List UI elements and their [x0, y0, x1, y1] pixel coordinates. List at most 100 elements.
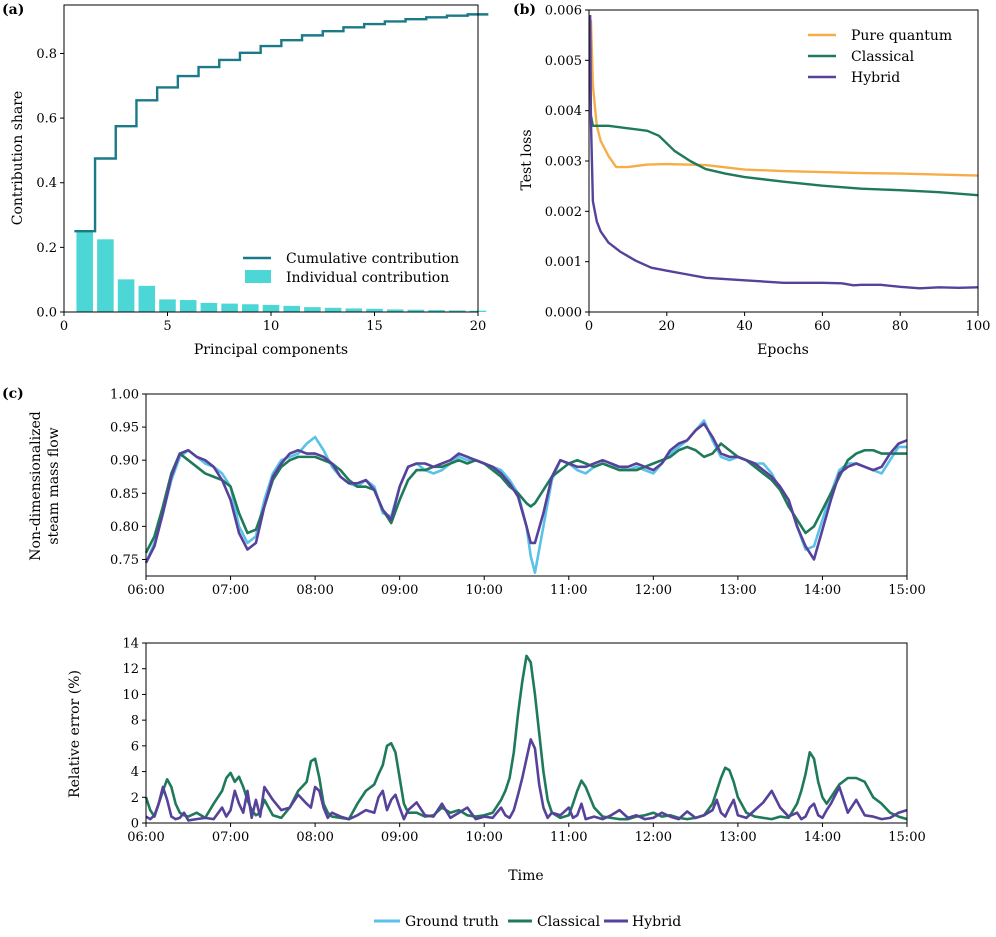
panel-c-error-y-label: Relative error (%) — [67, 670, 83, 798]
legend-ground-truth-label: Ground truth — [405, 914, 499, 930]
panel-c-error-x-tick-label: 08:00 — [296, 830, 333, 845]
panel-label-c: (c) — [2, 386, 24, 402]
panel-a-x-ticks: 0 5 10 15 20 — [60, 312, 486, 334]
individual-contribution-bar — [76, 231, 93, 312]
individual-contribution-bar — [324, 307, 342, 312]
panel-b-y-tick-label: 0.003 — [545, 155, 582, 170]
panel-a-y-tick-label: 0.8 — [36, 47, 57, 62]
panel-c-flow-y-tick-label: 0.75 — [110, 553, 139, 568]
legend-pure-quantum-label: Pure quantum — [851, 28, 952, 44]
panel-c-error-chart: 06:00 07:00 08:00 09:00 10:00 11:00 12:00 13:00… — [67, 637, 926, 885]
panel-b-x-tick-label: 80 — [892, 319, 909, 334]
panel-c-error-y-tick-label: 2 — [131, 791, 139, 806]
panel-b-x-tick-label: 20 — [659, 319, 676, 334]
panel-c-error-y-tick-label: 10 — [122, 688, 139, 703]
panel-c-flow-chart: 06:00 07:00 08:00 09:00 10:00 11:00 12:00 13:00… — [28, 388, 926, 599]
panel-b-y-tick-label: 0.001 — [545, 255, 582, 270]
panel-c-error-x-tick-label: 12:00 — [635, 830, 672, 845]
individual-contribution-bar — [386, 309, 404, 312]
panel-a-y-label: Contribution share — [10, 91, 26, 225]
panel-c-error-y-tick-label: 6 — [131, 739, 139, 754]
panel-c-error-y-tick-label: 8 — [131, 714, 139, 729]
panel-a-y-tick-label: 0.2 — [36, 241, 57, 256]
panel-a-chart: 0 5 10 15 20 0.0 0.2 0.4 0.6 0.8 Principal compo… — [10, 4, 489, 358]
panel-c-flow-lines — [144, 419, 908, 574]
panel-c-error-y-tick-label: 14 — [122, 637, 139, 652]
panel-c-flow-y-label-line2: steam mass flow — [46, 427, 62, 544]
panel-label-b: (b) — [513, 2, 536, 18]
panel-c-flow-x-tick-label: 10:00 — [465, 583, 502, 598]
panel-b-y-tick-label: 0.006 — [545, 4, 582, 19]
legend-classical-label: Classical — [851, 49, 915, 65]
panel-c-error-y-tick-label: 12 — [122, 662, 139, 677]
individual-contribution-bar — [407, 309, 425, 312]
panel-c-error-lines — [144, 654, 908, 822]
panel-b-chart: 0 20 40 60 80 100 0.0000.0010.0020.0030.0040.… — [519, 4, 990, 359]
individual-contribution-bar — [283, 305, 300, 312]
panel-c-error-x-tick-label: 13:00 — [719, 830, 756, 845]
panel-b-x-tick-label: 60 — [814, 319, 831, 334]
panel-a-x-label: Principal components — [194, 342, 348, 358]
individual-contribution-bar — [449, 310, 466, 312]
legend-hybrid-label: Hybrid — [851, 70, 900, 86]
panel-b-y-tick-label: 0.002 — [545, 205, 582, 220]
legend-individual-label: Individual contribution — [286, 270, 449, 286]
panel-c-error-x-tick-label: 06:00 — [127, 830, 164, 845]
panel-c-flow-x-tick-label: 06:00 — [127, 583, 164, 598]
individual-contribution-bar — [262, 304, 280, 312]
panel-a-y-ticks: 0.0 0.2 0.4 0.6 0.8 — [36, 47, 64, 321]
hybrid-error-line — [145, 738, 908, 822]
individual-contribution-bar — [117, 279, 135, 312]
panel-c-error-x-tick-label: 11:00 — [550, 830, 587, 845]
panel-b-y-tick-label: 0.000 — [545, 306, 582, 321]
panel-c-error-y-tick-label: 0 — [131, 817, 139, 832]
individual-contribution-bar — [97, 239, 114, 312]
panel-b-legend: Pure quantum Classical Hybrid — [808, 28, 952, 86]
classical-flow-line — [144, 442, 907, 554]
panel-b-x-ticks: 0 20 40 60 80 100 — [585, 312, 990, 334]
panel-a-bars — [76, 231, 487, 312]
classical-error-line — [144, 654, 908, 821]
individual-contribution-bar — [366, 308, 383, 312]
panel-c-flow-x-tick-label: 12:00 — [635, 583, 672, 598]
panel-c-flow-x-tick-label: 07:00 — [212, 583, 249, 598]
panel-c-error-x-tick-label: 15:00 — [888, 830, 925, 845]
panel-b-y-label: Test loss — [519, 129, 535, 190]
panel-c-error-x-tick-label: 14:00 — [804, 830, 841, 845]
pure-quantum-loss-line — [589, 20, 978, 177]
individual-contribution-bar — [428, 310, 445, 312]
panel-b-x-label: Epochs — [757, 342, 809, 358]
panel-b-x-tick-label: 0 — [585, 319, 593, 334]
panel-b-lines — [589, 15, 978, 290]
panel-c-flow-x-tick-label: 08:00 — [296, 583, 333, 598]
individual-contribution-bar — [159, 299, 176, 312]
hybrid-flow-line — [144, 422, 908, 564]
panel-c-error-y-tick-label: 4 — [131, 765, 139, 780]
panel-c-error-x-tick-label: 09:00 — [381, 830, 418, 845]
panel-a-y-tick-label: 0.4 — [36, 176, 57, 191]
panel-a-y-tick-label: 0.6 — [36, 112, 57, 127]
panel-c-error-x-tick-label: 07:00 — [212, 830, 249, 845]
hybrid-loss-line — [589, 15, 978, 290]
panel-c-flow-y-tick-label: 1.00 — [110, 388, 139, 403]
panel-c-flow-x-tick-label: 15:00 — [888, 583, 925, 598]
panel-a-x-tick-label: 0 — [60, 319, 68, 334]
panel-label-a: (a) — [2, 2, 24, 18]
panel-a-x-tick-label: 5 — [163, 319, 171, 334]
panel-c-error-y-ticks: 0 2 4 6 8 10 12 14 — [122, 637, 146, 832]
panel-c-error-x-ticks: 06:00 07:00 08:00 09:00 10:00 11:00 12:00 13:00… — [127, 823, 926, 845]
panel-c-flow-y-tick-label: 0.95 — [110, 421, 139, 436]
panel-b-x-tick-label: 40 — [736, 319, 753, 334]
individual-contribution-bar — [345, 308, 363, 312]
panel-b-y-tick-label: 0.004 — [545, 104, 582, 119]
panel-c-flow-y-label-line1: Non-dimensionalized — [28, 411, 44, 561]
panel-c-flow-x-tick-label: 14:00 — [804, 583, 841, 598]
legend-hybrid-label-bottom: Hybrid — [632, 914, 681, 930]
panel-c-flow-x-tick-label: 09:00 — [381, 583, 418, 598]
individual-contribution-bar — [304, 307, 321, 312]
panel-c-flow-y-tick-label: 0.85 — [110, 487, 139, 502]
panel-a-x-tick-label: 20 — [470, 319, 487, 334]
panel-a-legend: Cumulative contribution Individual contr… — [243, 251, 459, 286]
individual-contribution-bar — [138, 285, 156, 312]
